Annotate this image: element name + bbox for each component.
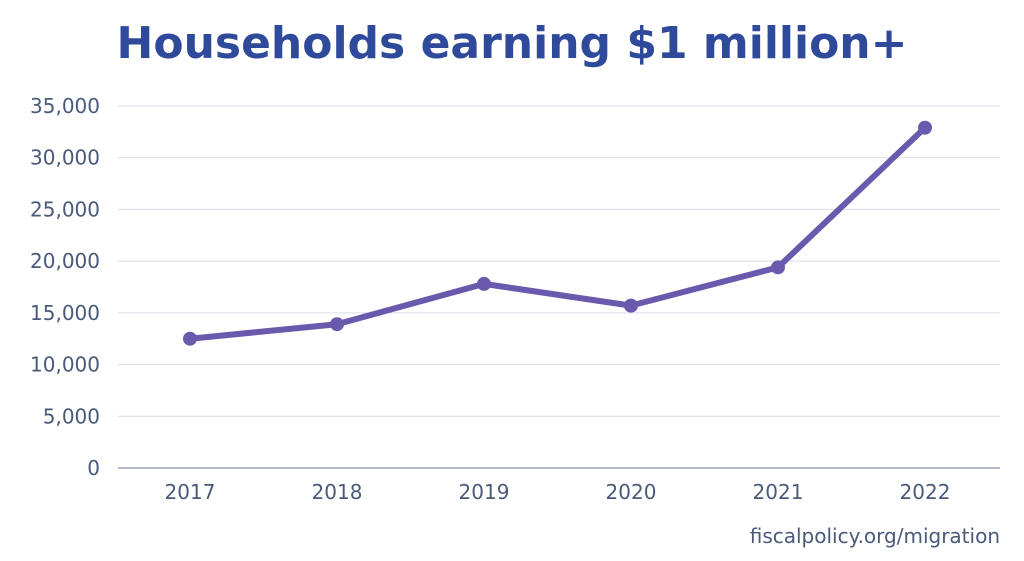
y-tick-label: 35,000 — [30, 94, 100, 118]
x-tick-label: 2020 — [606, 480, 657, 504]
x-tick-label: 2019 — [459, 480, 510, 504]
x-tick-label: 2021 — [753, 480, 804, 504]
series-line — [187, 124, 928, 342]
data-point — [624, 298, 638, 313]
data-point — [330, 317, 344, 332]
y-tick-label: 25,000 — [30, 197, 100, 221]
data-point — [477, 276, 491, 291]
data-point — [771, 260, 785, 275]
x-tick-label: 2018 — [312, 480, 363, 504]
y-tick-label: 15,000 — [30, 301, 100, 325]
data-point — [183, 331, 197, 346]
y-tick-label: 5,000 — [43, 404, 100, 428]
y-axis-tick-labels: 0 5,000 10,000 15,000 20,000 25,000 30,000 35,0… — [30, 94, 100, 480]
x-tick-label: 2022 — [900, 480, 951, 504]
y-tick-label: 30,000 — [30, 146, 100, 170]
gridlines — [118, 105, 1000, 417]
y-tick-label: 0 — [87, 456, 100, 480]
source-credit: fiscalpolicy.org/migration — [749, 524, 1000, 548]
chart-title: Households earning $1 million+ — [116, 18, 908, 69]
x-tick-label: 2017 — [165, 480, 216, 504]
y-tick-label: 10,000 — [30, 353, 100, 377]
y-tick-label: 20,000 — [30, 249, 100, 273]
x-axis-tick-labels: 2017 2018 2019 2020 2021 2022 — [165, 480, 951, 504]
series-group — [183, 120, 932, 346]
data-point — [918, 120, 932, 135]
